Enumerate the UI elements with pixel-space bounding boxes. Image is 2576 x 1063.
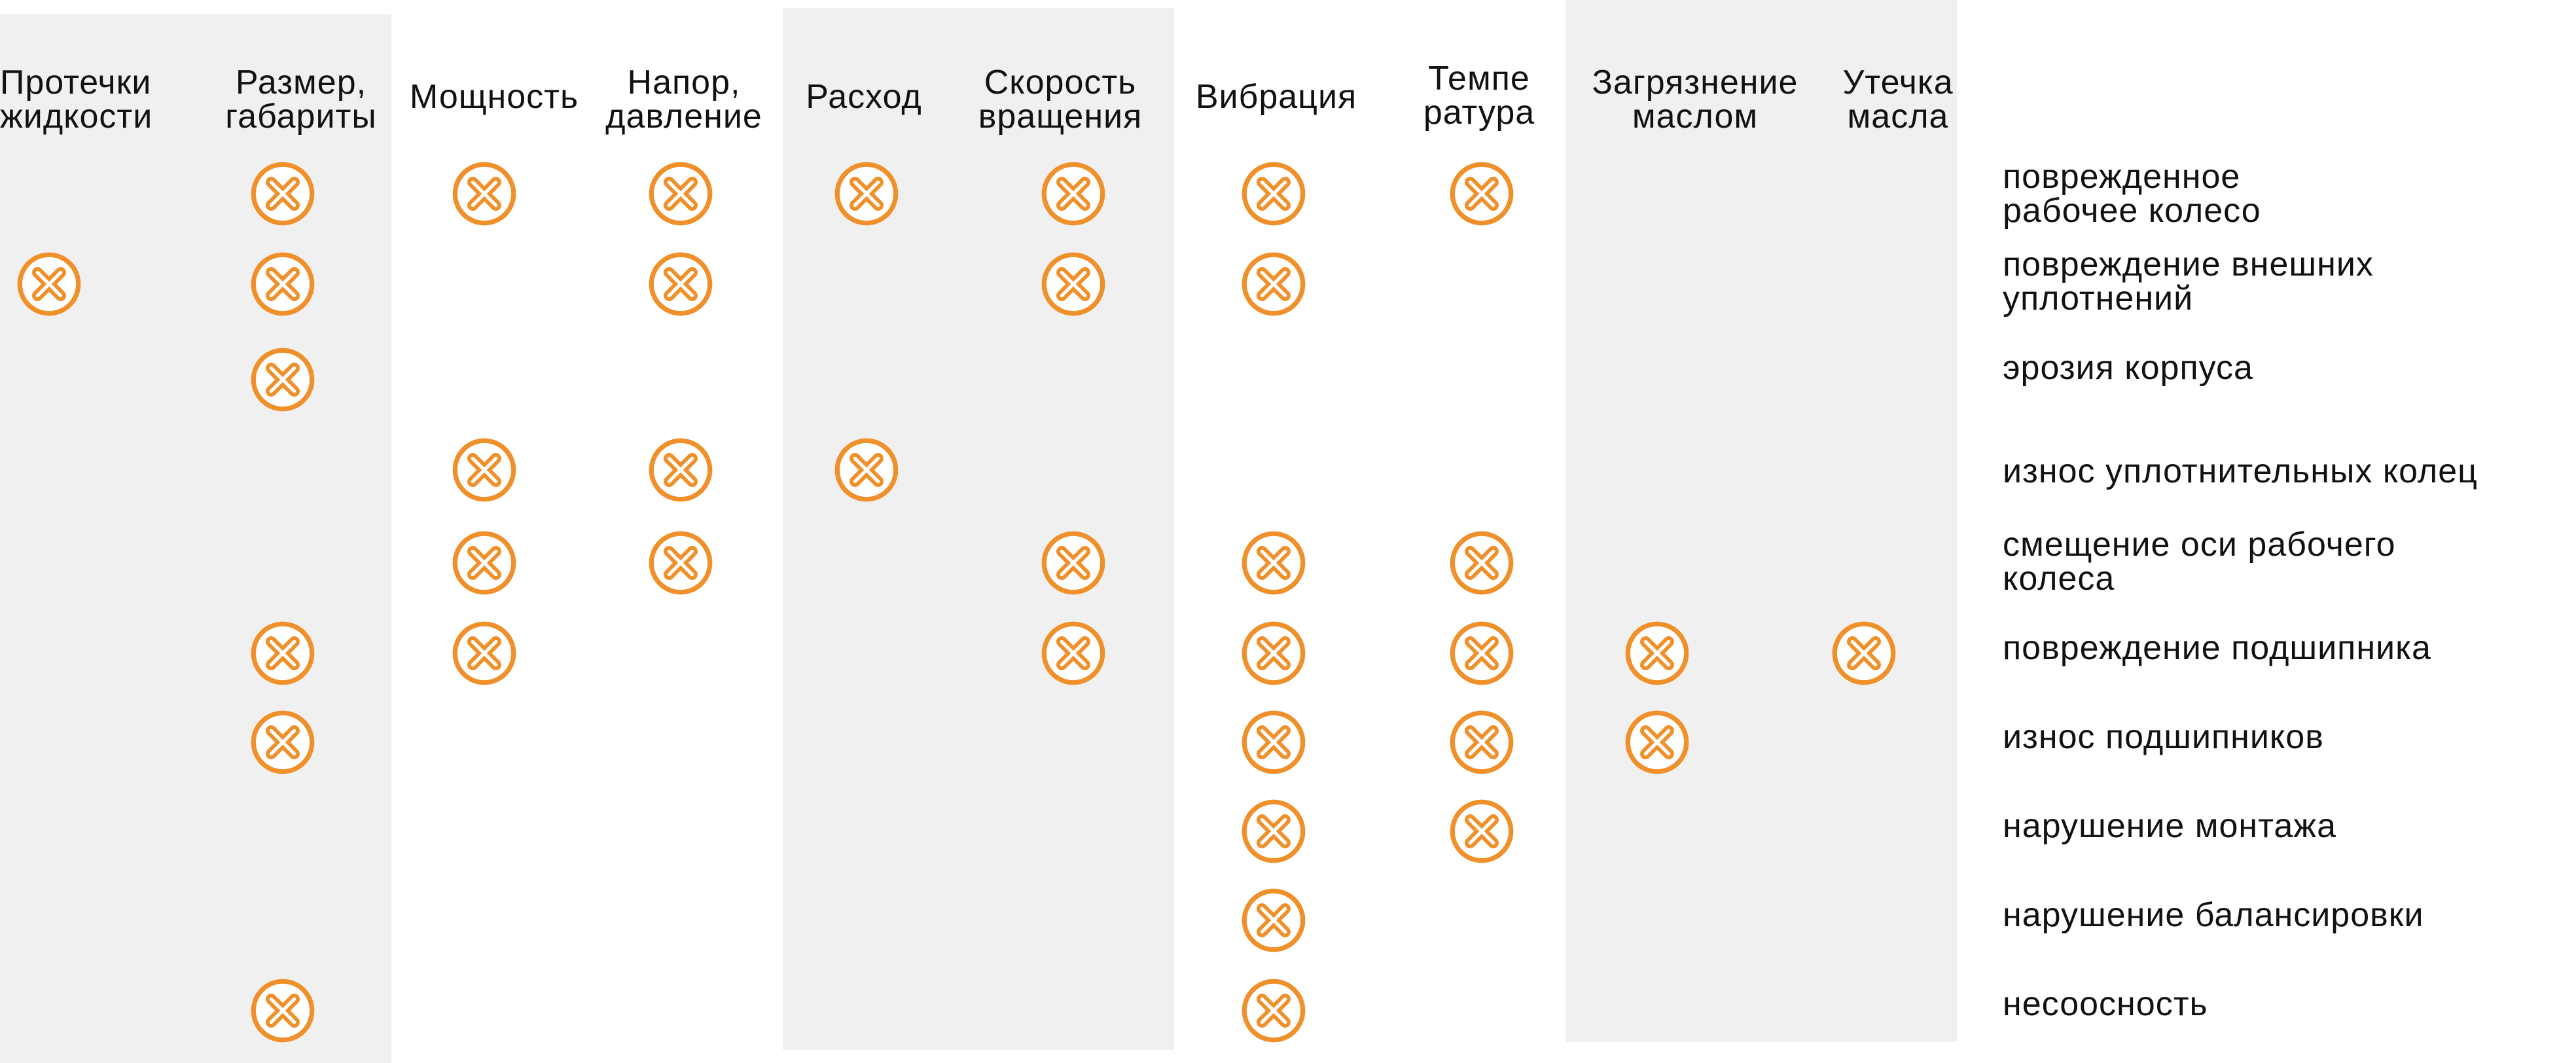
row-label-external-seals: повреждение внешних уплотнений — [2003, 247, 2374, 315]
row-label-line: смещение оси рабочего — [2003, 526, 2396, 564]
col-header-line: жидкости — [0, 98, 153, 135]
x-circle-icon — [1242, 888, 1306, 952]
x-circle-icon — [251, 348, 315, 412]
row-label-line: поврежденное — [2003, 158, 2241, 196]
x-circle-icon — [1450, 531, 1514, 595]
col-header-line: Утечка — [1842, 63, 1954, 101]
x-circle-icon — [1242, 252, 1306, 316]
col-header-temperature: Темпе ратура — [1401, 62, 1558, 130]
row-label-line: уплотнений — [2003, 279, 2194, 317]
x-circle-icon — [1242, 710, 1306, 774]
col-header-line: ратура — [1423, 94, 1535, 132]
col-header-line: давление — [605, 98, 762, 135]
x-circle-icon — [251, 252, 315, 316]
col-header-line: маслом — [1632, 98, 1759, 135]
col-header-line: Загрязнение — [1592, 63, 1798, 101]
row-label-misalignment: несоосность — [2003, 987, 2208, 1021]
row-label-line: колеса — [2003, 560, 2115, 598]
row-label-balancing: нарушение балансировки — [2003, 898, 2424, 932]
col-header-leaks: Протечки жидкости — [0, 63, 153, 135]
band-oil — [1565, 0, 1957, 1042]
x-circle-icon — [1041, 531, 1105, 595]
row-label-line: износ уплотнительных колец — [2003, 452, 2478, 490]
col-header-line: Мощность — [409, 78, 579, 116]
x-circle-icon — [452, 531, 516, 595]
x-circle-icon — [1242, 979, 1306, 1043]
col-header-line: вращения — [978, 98, 1143, 135]
x-circle-icon — [1041, 621, 1105, 685]
col-header-line: Размер, — [235, 63, 367, 101]
col-header-line: Расход — [806, 78, 922, 116]
row-label-line: повреждение подшипника — [2003, 629, 2431, 667]
row-label-line: эрозия корпуса — [2003, 349, 2253, 387]
col-header-power: Мощность — [396, 80, 592, 114]
x-circle-icon — [649, 162, 713, 226]
row-label-ring-wear: износ уплотнительных колец — [2003, 454, 2478, 488]
col-header-line: масла — [1847, 98, 1949, 135]
x-circle-icon — [1450, 799, 1514, 863]
col-header-line: Темпе — [1428, 60, 1530, 98]
x-circle-icon — [649, 252, 713, 316]
x-circle-icon — [251, 162, 315, 226]
x-circle-icon — [452, 438, 516, 502]
row-label-line: повреждение внешних — [2003, 245, 2374, 283]
x-circle-icon — [834, 162, 899, 226]
band-leak-size — [0, 14, 391, 1063]
row-label-line: нарушение балансировки — [2003, 896, 2424, 934]
x-circle-icon — [1242, 799, 1306, 863]
x-circle-icon — [452, 162, 516, 226]
x-circle-icon — [1450, 162, 1514, 226]
col-header-line: габариты — [225, 98, 377, 135]
row-label-line: рабочее колесо — [2003, 192, 2261, 230]
row-label-line: нарушение монтажа — [2003, 807, 2336, 845]
col-header-flow: Расход — [792, 80, 936, 114]
col-header-line: Протечки — [0, 63, 152, 101]
col-header-line: Скорость — [984, 63, 1137, 101]
col-header-speed: Скорость вращения — [962, 65, 1158, 134]
x-circle-icon — [1625, 621, 1689, 685]
x-circle-icon — [649, 531, 713, 595]
x-circle-icon — [1041, 252, 1105, 316]
x-circle-icon — [1242, 531, 1306, 595]
col-header-size: Размер, габариты — [209, 65, 393, 134]
x-circle-icon — [1832, 621, 1896, 685]
col-header-line: Вибрация — [1195, 78, 1357, 116]
col-header-oil-leak: Утечка масла — [1819, 65, 1977, 134]
x-circle-icon — [1450, 621, 1514, 685]
x-circle-icon — [1242, 621, 1306, 685]
x-circle-icon — [17, 252, 81, 316]
x-circle-icon — [251, 621, 315, 685]
row-label-bearing-damage: повреждение подшипника — [2003, 631, 2431, 665]
x-circle-icon — [1450, 710, 1514, 774]
row-label-line: несоосность — [2003, 985, 2208, 1023]
x-circle-icon — [452, 621, 516, 685]
x-circle-icon — [1625, 710, 1689, 774]
col-header-line: Напор, — [627, 63, 741, 101]
col-header-head: Напор, давление — [592, 65, 776, 134]
row-label-impeller-damage: поврежденное рабочее колесо — [2003, 160, 2261, 228]
row-label-casing-erosion: эрозия корпуса — [2003, 351, 2253, 385]
row-label-bearing-wear: износ подшипников — [2003, 720, 2324, 754]
row-label-line: износ подшипников — [2003, 718, 2324, 756]
row-label-impeller-axis: смещение оси рабочего колеса — [2003, 528, 2396, 596]
x-circle-icon — [1041, 162, 1105, 226]
x-circle-icon — [1242, 162, 1306, 226]
x-circle-icon — [834, 438, 899, 502]
x-circle-icon — [251, 710, 315, 774]
col-header-oil-contamination: Загрязнение маслом — [1574, 65, 1816, 134]
col-header-vibration: Вибрация — [1178, 80, 1374, 114]
x-circle-icon — [649, 438, 713, 502]
x-circle-icon — [251, 979, 315, 1043]
row-label-mounting: нарушение монтажа — [2003, 809, 2336, 843]
